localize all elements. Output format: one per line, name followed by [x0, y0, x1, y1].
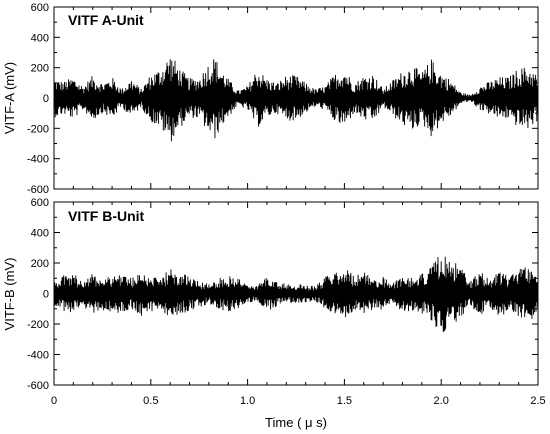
panel-a-waveform	[53, 59, 539, 142]
panel-a: 600 400 200 0 -200 -400 -600 VITF A-Unit VITF-…	[2, 2, 539, 196]
x-tick-label: 2.0	[434, 395, 449, 407]
x-tick-label: 1.0	[240, 395, 255, 407]
y-tick-label: 200	[31, 63, 49, 75]
y-tick-label: -200	[27, 123, 49, 135]
y-tick-label: 200	[31, 258, 49, 270]
x-axis-label: Time ( μ s)	[265, 415, 327, 430]
panel-b-y-ticks: 600 400 200 0 -200 -400 -600	[27, 197, 538, 392]
y-tick-label: -400	[27, 154, 49, 166]
y-tick-label: 600	[31, 2, 49, 14]
y-tick-label: 400	[31, 228, 49, 240]
x-tick-label: 1.5	[337, 395, 352, 407]
panel-a-y-axis-label: VITF-A (mV)	[2, 62, 17, 134]
y-tick-label: -400	[27, 350, 49, 362]
y-tick-label: -600	[27, 184, 49, 196]
y-tick-label: 0	[43, 289, 49, 301]
panel-b-waveform	[53, 256, 539, 332]
x-tick-label: 2.5	[530, 395, 545, 407]
panel-a-x-ticks	[53, 7, 539, 189]
waveform-line	[53, 256, 539, 332]
panel-b-x-ticks: 0 0.5 1.0 1.5 2.0 2.5	[51, 202, 546, 407]
panel-a-title: VITF A-Unit	[68, 12, 144, 28]
x-tick-label: 0	[51, 395, 57, 407]
y-tick-label: -200	[27, 319, 49, 331]
y-tick-label: 400	[31, 32, 49, 44]
x-tick-label: 0.5	[143, 395, 158, 407]
y-tick-label: -600	[27, 380, 49, 392]
panel-b-y-axis-label: VITF-B (mV)	[2, 258, 17, 331]
panel-b-title: VITF B-Unit	[68, 208, 145, 224]
y-tick-label: 0	[43, 93, 49, 105]
y-tick-label: 600	[31, 197, 49, 209]
waveform-line	[53, 59, 539, 142]
